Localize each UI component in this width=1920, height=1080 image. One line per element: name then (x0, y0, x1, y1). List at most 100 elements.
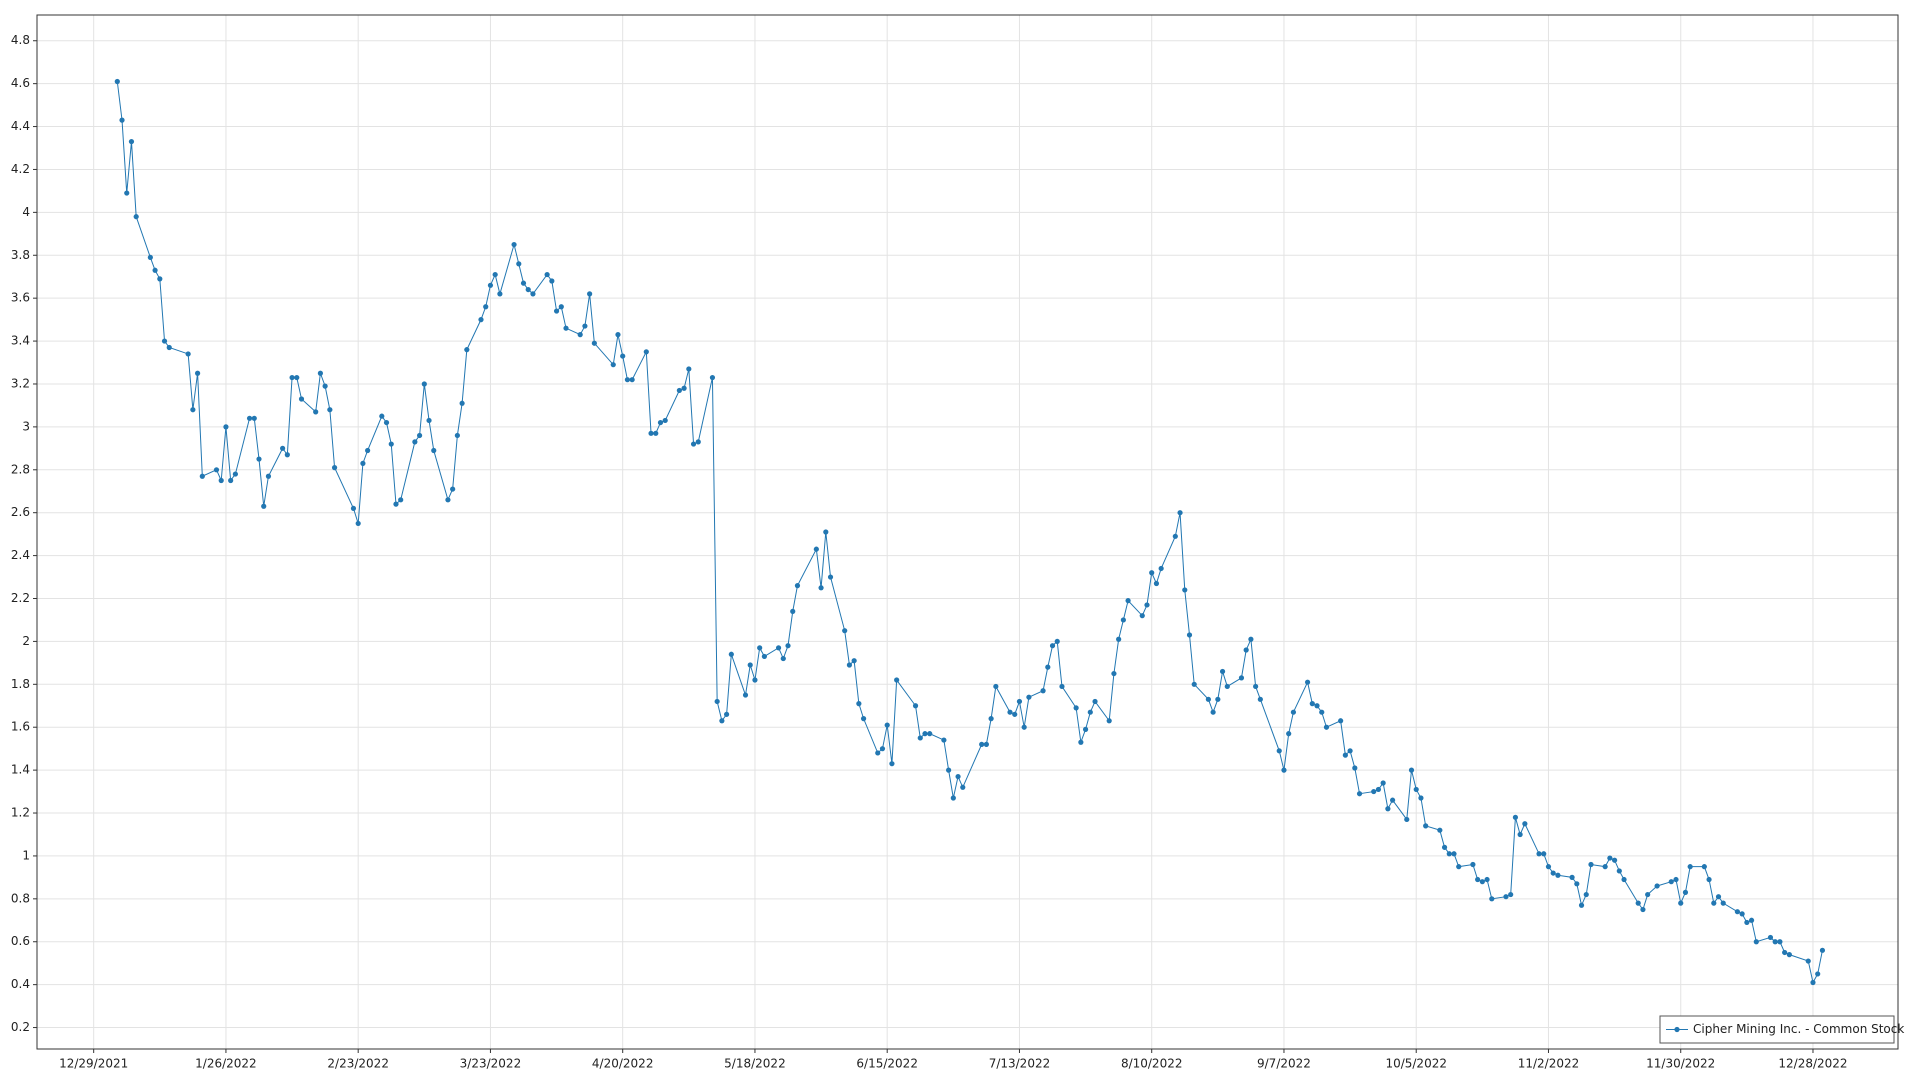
data-point (1408, 767, 1415, 773)
data-point (1092, 698, 1098, 705)
data-point (398, 497, 404, 503)
data-point (478, 317, 484, 323)
data-point (1484, 876, 1490, 883)
data-point (1347, 748, 1353, 754)
data-point (1219, 668, 1226, 675)
data-point (530, 291, 536, 297)
data-point (327, 407, 333, 413)
data-point (194, 370, 201, 376)
data-point (1106, 718, 1112, 724)
data-point (1309, 701, 1315, 707)
data-point (1045, 664, 1051, 670)
data-point (421, 381, 427, 387)
data-point (591, 340, 597, 346)
data-point (1191, 681, 1197, 687)
x-tick-label: 8/10/2022 (1121, 1057, 1183, 1071)
data-point (161, 338, 168, 344)
data-point (383, 419, 390, 426)
data-point (1815, 971, 1821, 977)
data-point (1120, 617, 1126, 623)
data-point (582, 323, 588, 329)
y-tick-label: 4.8 (11, 33, 30, 47)
data-point (119, 117, 125, 123)
data-point (1616, 868, 1622, 874)
data-point (851, 658, 857, 664)
data-point (464, 347, 470, 353)
data-point (941, 737, 947, 743)
data-point (261, 503, 267, 509)
y-tick-label: 0.4 (11, 977, 30, 991)
data-point (1385, 806, 1391, 812)
data-point (1673, 876, 1679, 883)
data-point (1607, 855, 1613, 861)
data-point (1342, 752, 1348, 758)
y-tick-label: 3.8 (11, 248, 30, 262)
data-point (1186, 632, 1193, 638)
data-point (1682, 889, 1689, 895)
data-point (1253, 683, 1259, 690)
data-point (1423, 823, 1429, 829)
data-point (280, 445, 286, 451)
data-point (147, 254, 153, 261)
y-tick-label: 2.2 (11, 591, 30, 605)
data-point (350, 505, 357, 512)
data-point (1073, 705, 1079, 711)
data-point (1508, 891, 1514, 898)
x-tick-label: 2/23/2022 (327, 1057, 389, 1071)
data-point (1767, 934, 1774, 941)
x-tick-label: 5/18/2022 (724, 1057, 786, 1071)
y-tick-label: 0.8 (11, 891, 30, 905)
data-point (563, 325, 569, 331)
data-point (1578, 902, 1585, 908)
data-point (577, 332, 583, 338)
data-point (1678, 900, 1684, 906)
data-point (497, 291, 503, 297)
data-point (1153, 580, 1160, 587)
data-point (284, 452, 290, 458)
data-point (256, 456, 262, 462)
data-point (1149, 570, 1155, 576)
data-point (1522, 821, 1528, 827)
data-point (331, 465, 338, 471)
data-point (1451, 851, 1457, 857)
y-tick-label: 4.4 (11, 119, 30, 133)
plot-frame (36, 14, 1899, 1050)
data-point (1777, 939, 1783, 945)
data-point (223, 424, 229, 430)
y-tick-label: 4 (22, 205, 30, 219)
data-point (1517, 831, 1523, 838)
data-point (218, 477, 224, 484)
data-point (1215, 696, 1221, 702)
data-point (960, 784, 966, 790)
data-point (993, 683, 999, 690)
data-point (365, 447, 371, 454)
data-point (1640, 906, 1646, 913)
data-point (520, 280, 527, 286)
y-tick-label: 3.4 (11, 334, 30, 348)
data-point (454, 432, 460, 439)
data-point (1753, 939, 1759, 945)
data-point (842, 628, 848, 634)
data-point (511, 241, 517, 248)
data-point (690, 441, 697, 447)
data-point (1611, 857, 1618, 863)
data-point (624, 377, 631, 383)
data-point (1078, 739, 1084, 745)
data-point (1007, 709, 1013, 715)
data-point (1016, 698, 1023, 705)
x-tick-label: 11/30/2022 (1646, 1057, 1715, 1071)
data-point (922, 731, 928, 737)
data-point (251, 415, 257, 421)
data-point (1574, 881, 1580, 887)
data-point (785, 643, 791, 649)
data-point (912, 703, 919, 709)
data-point (483, 304, 489, 310)
data-point (379, 413, 385, 419)
data-point (157, 276, 163, 282)
data-point (1276, 748, 1282, 754)
data-point (879, 746, 886, 752)
data-point (1139, 613, 1145, 619)
data-point (1489, 896, 1495, 902)
data-point (166, 344, 172, 351)
